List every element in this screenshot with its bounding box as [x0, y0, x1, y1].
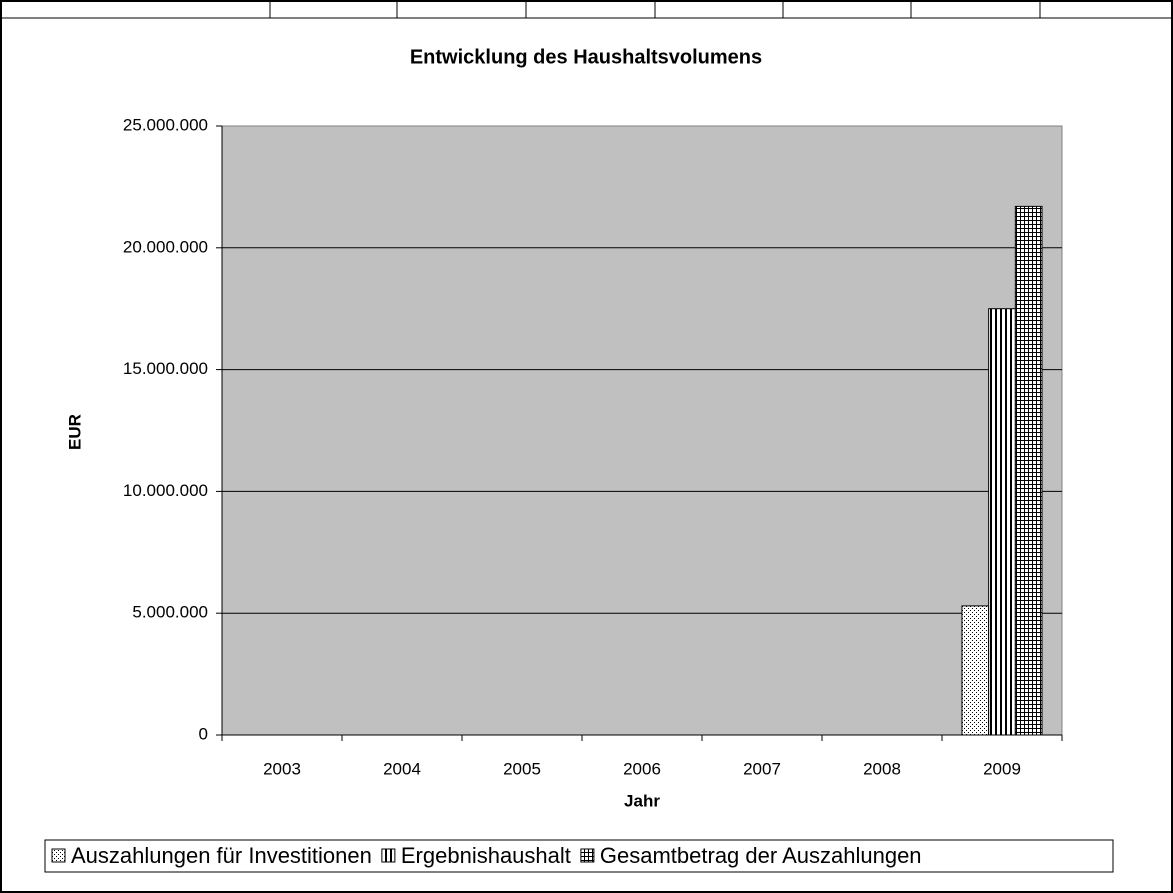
- legend-swatch: [580, 848, 595, 863]
- x-axis-title: Jahr: [624, 791, 660, 810]
- legend: [44, 839, 1114, 873]
- y-tick-label: 5.000.000: [132, 603, 208, 622]
- y-tick-label: 10.000.000: [123, 481, 208, 500]
- bar: [1014, 205, 1043, 736]
- bar: [988, 308, 1016, 736]
- chart-title: Entwicklung des Haushaltsvolumens: [410, 46, 762, 68]
- bar: [961, 605, 990, 736]
- legend-label: Ergebnishaushalt: [401, 843, 571, 868]
- x-tick-label: 2008: [863, 759, 901, 778]
- x-tick-label: 2003: [263, 759, 301, 778]
- y-tick-label: 15.000.000: [123, 359, 208, 378]
- x-tick-label: 2004: [383, 759, 421, 778]
- x-tick-label: 2009: [983, 759, 1021, 778]
- y-tick-label: 0: [199, 724, 208, 743]
- y-axis-title: EUR: [65, 414, 84, 450]
- legend-label: Gesamtbetrag der Auszahlungen: [600, 843, 922, 868]
- x-tick-label: 2005: [503, 759, 541, 778]
- legend-swatch: [51, 848, 66, 863]
- y-tick-label: 20.000.000: [123, 237, 208, 256]
- table-strip: [0, 0, 1173, 19]
- x-tick-label: 2006: [623, 759, 661, 778]
- plot-area: [221, 125, 1063, 736]
- x-tick-label: 2007: [743, 759, 781, 778]
- legend-swatch: [381, 848, 396, 863]
- legend-label: Auszahlungen für Investitionen: [71, 843, 372, 868]
- y-tick-label: 25.000.000: [123, 115, 208, 134]
